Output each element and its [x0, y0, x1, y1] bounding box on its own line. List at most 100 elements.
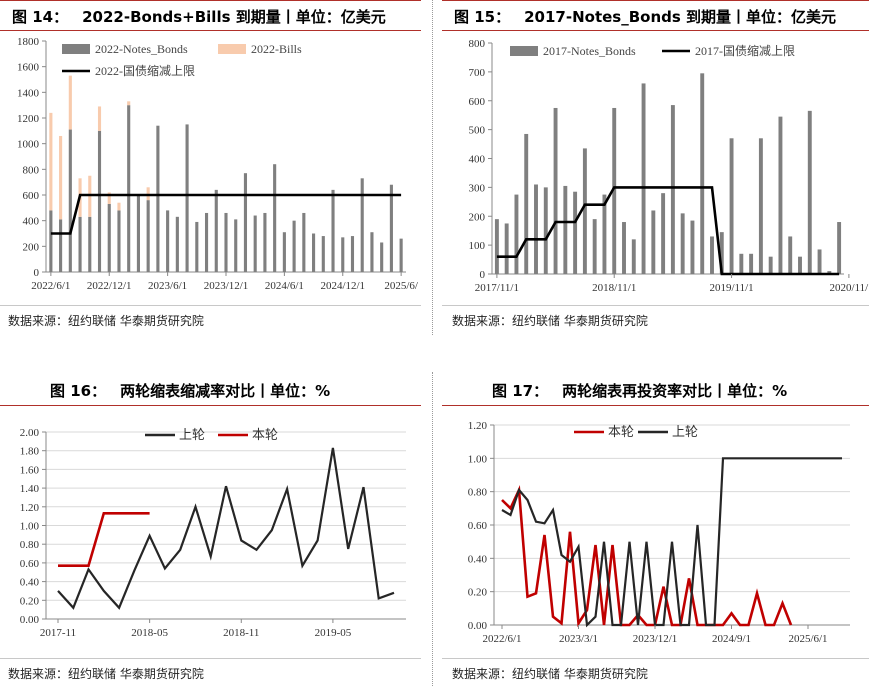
bar [107, 192, 111, 204]
figure-number: 图 14： [12, 8, 69, 26]
bar-chart-2022: 0 200 400 600 800 1000 1200 1400 1600 1800 2022/6/… [17, 36, 419, 292]
bar [798, 256, 802, 274]
x-tick-label: 2023/12/1 [633, 633, 678, 645]
y-tick-label: 0.00 [468, 620, 488, 632]
y-tick-label: 200 [23, 241, 40, 253]
y-tick-label: 600 [23, 190, 40, 202]
bar [302, 212, 306, 272]
column-divider [432, 372, 433, 686]
bar [156, 125, 160, 272]
bar [690, 220, 695, 274]
bar [136, 195, 140, 272]
bar [97, 106, 102, 131]
bar [553, 107, 558, 274]
bar [49, 210, 53, 272]
series-line [496, 186, 840, 276]
bar [175, 216, 179, 272]
bar [292, 220, 296, 272]
legend-label: 2017-国债缩减上限 [695, 43, 795, 58]
y-tick-label: 400 [469, 154, 486, 166]
chart-title: 图 15： 2017-Notes_Bonds 到期量丨单位：亿美元 [454, 6, 869, 27]
series-line [501, 484, 793, 628]
bar [380, 242, 384, 272]
series-line [57, 447, 395, 610]
x-tick-label: 2017-11 [40, 627, 76, 639]
bar [602, 194, 607, 274]
title-top-rule [0, 0, 421, 1]
y-tick-label: 1000 [17, 139, 40, 151]
title-bottom-rule [442, 30, 869, 31]
bar [107, 203, 111, 272]
y-tick-label: 2.00 [20, 427, 40, 439]
bar [563, 185, 568, 274]
bar [282, 232, 286, 272]
x-tick-label: 2024/9/1 [712, 633, 751, 645]
bar [204, 212, 209, 272]
column-divider [432, 0, 433, 335]
x-tick-label: 2022/6/1 [31, 280, 70, 292]
bar [350, 236, 355, 272]
source-note: 数据来源：纽约联储 华泰期货研究院 [452, 667, 648, 681]
x-tick-label: 2019/11/1 [709, 282, 753, 294]
bar [622, 222, 626, 274]
y-tick-label: 1600 [17, 62, 40, 74]
bar [680, 213, 685, 274]
bar [97, 130, 102, 272]
bar [360, 178, 364, 272]
bar [534, 184, 538, 274]
bar [185, 124, 189, 273]
x-tick-label: 2024/12/1 [320, 280, 365, 292]
bar [117, 202, 121, 211]
bar [59, 219, 63, 272]
y-tick-label: 700 [469, 67, 486, 79]
bar [670, 105, 675, 274]
chart-panel-14: 图 14： 2022-Bonds+Bills 到期量丨单位：亿美元 0 200 400… [0, 0, 421, 335]
chart-title: 图 16： 两轮缩表缩减率对比丨单位：% [50, 380, 421, 401]
chart-title: 图 14： 2022-Bonds+Bills 到期量丨单位：亿美元 [12, 6, 421, 27]
y-tick-label: 0.80 [468, 487, 488, 499]
bar [504, 223, 509, 274]
bar [321, 236, 325, 272]
x-tick-label: 2022/6/1 [482, 633, 521, 645]
chart-panel-17: 图 17： 两轮缩表再投资率对比丨单位：% 0.00 0.20 0.40 0.60 0.8… [442, 372, 869, 686]
y-tick-label: 0 [34, 267, 40, 279]
y-tick-label: 0.60 [468, 520, 488, 532]
x-tick-label: 2023/6/1 [148, 280, 187, 292]
bar [651, 210, 656, 274]
legend-swatch [218, 44, 246, 54]
x-tick-label: 2023/3/1 [559, 633, 598, 645]
y-tick-label: 600 [469, 96, 486, 108]
y-tick-label: 0.20 [468, 587, 488, 599]
y-tick-label: 0.20 [20, 595, 40, 607]
y-tick-label: 1.20 [468, 420, 488, 432]
y-tick-label: 1.60 [20, 464, 40, 476]
bar [88, 216, 92, 272]
y-tick-label: 1800 [17, 36, 40, 48]
y-tick-label: 1.40 [20, 483, 40, 495]
chart-title: 图 17： 两轮缩表再投资率对比丨单位：% [492, 380, 869, 401]
bar [146, 200, 150, 272]
line-chart-reduction-rate: 0.00 0.20 0.40 0.60 0.80 1.00 1.20 1.40 1.60 1.80… [20, 427, 406, 639]
bar [234, 219, 238, 272]
bar [641, 83, 646, 274]
x-tick-label: 2022/12/1 [87, 280, 132, 292]
bar [719, 232, 724, 274]
bar [273, 164, 277, 272]
series-line [58, 512, 150, 567]
chart-panel-16: 图 16： 两轮缩表缩减率对比丨单位：% 0.00 0.20 0.40 0.60 0.80… [0, 372, 421, 686]
title-bottom-rule [0, 30, 421, 31]
y-tick-label: 0.00 [20, 614, 40, 626]
chart-panel-15: 图 15： 2017-Notes_Bonds 到期量丨单位：亿美元 0 100 200… [442, 0, 869, 335]
bar [807, 110, 812, 274]
bar [768, 256, 773, 274]
series-line [50, 193, 402, 235]
y-tick-label: 300 [469, 182, 486, 194]
y-tick-label: 200 [469, 211, 486, 223]
bar [729, 138, 734, 274]
bar [214, 189, 218, 272]
title-top-rule [442, 0, 869, 1]
y-tick-label: 1.80 [20, 446, 40, 458]
figure-number: 图 16： [50, 382, 107, 400]
figure-title: 2022-Bonds+Bills 到期量丨单位：亿美元 [82, 8, 386, 26]
y-tick-label: 0 [480, 269, 486, 281]
